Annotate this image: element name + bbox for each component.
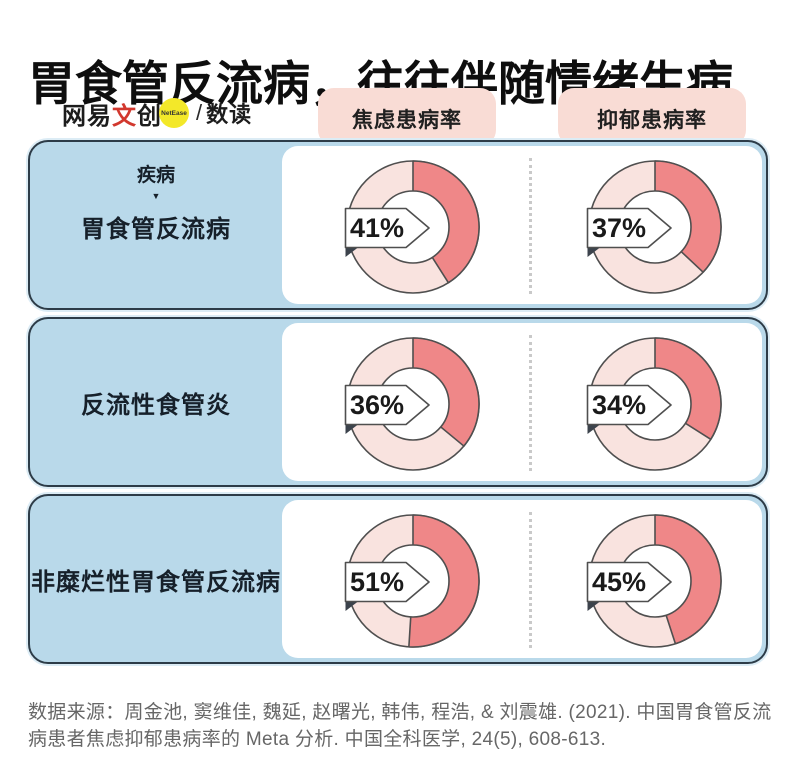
data-source-note: 数据来源：周金池, 窦维佳, 魏延, 赵曙光, 韩伟, 程浩, & 刘震雄. (… (28, 702, 772, 750)
triangle-down-icon: ▼ (151, 191, 161, 201)
anxiety-value-label: 36% (350, 390, 404, 420)
row-card-nerd: 非糜烂性胃食管反流病 51% 45% (28, 494, 768, 664)
tag-arrow-shape (344, 207, 430, 249)
row-card-gerd: 疾病 ▼ 胃食管反流病 41% 37% (28, 140, 768, 310)
depression-value-tag: 45% (586, 561, 672, 611)
disease-name: 非糜烂性胃食管反流病 (31, 568, 281, 596)
netease-logo: 网易文创 NetEase / 数读 (62, 96, 252, 130)
charts-panel: 36% 34% (282, 323, 762, 481)
charts-panel: 51% 45% (282, 500, 762, 658)
column-header-depression-label: 抑郁患病率 (597, 109, 707, 132)
disease-name: 反流性食管炎 (81, 391, 231, 419)
tag-arrow-shape (586, 561, 672, 603)
column-header-anxiety-label: 焦虑患病率 (352, 109, 462, 132)
tag-fold (587, 424, 600, 434)
dotted-divider (529, 512, 532, 648)
tag-fold (345, 424, 358, 434)
depression-value-label: 37% (592, 213, 646, 243)
anxiety-value-label: 41% (350, 213, 404, 243)
anxiety-value-tag: 51% (344, 561, 430, 611)
logo-slash: / (196, 100, 203, 125)
row-card-reflux-esophagitis: 反流性食管炎 36% 34% (28, 317, 768, 487)
tag-arrow-shape (586, 207, 672, 249)
anxiety-value-tag: 36% (344, 384, 430, 434)
dotted-divider (529, 158, 532, 294)
brand-wordmark: 网易文创 (62, 102, 162, 130)
disease-header: 疾病 (136, 165, 175, 186)
disease-label-block: 非糜烂性胃食管反流病 (30, 496, 282, 662)
tag-fold (587, 601, 600, 611)
depression-value-label: 45% (592, 567, 646, 597)
sub-brand-shudu: 数读 (206, 102, 253, 127)
disease-label-block: 疾病 ▼ 胃食管反流病 (30, 142, 282, 308)
anxiety-value-label: 51% (350, 567, 404, 597)
depression-value-tag: 37% (586, 207, 672, 257)
disease-label-block: 反流性食管炎 (30, 319, 282, 485)
depression-value-label: 34% (592, 390, 646, 420)
column-header-depression: 抑郁患病率 (558, 88, 746, 146)
tag-arrow-shape (344, 384, 430, 426)
column-header-anxiety: 焦虑患病率 (318, 88, 496, 146)
brand-red-char: 文 (112, 102, 137, 130)
netease-badge-icon: NetEase (159, 98, 189, 128)
tag-fold (345, 601, 358, 611)
tag-fold (345, 247, 358, 257)
tag-arrow-shape (344, 561, 430, 603)
tag-arrow-shape (586, 384, 672, 426)
charts-panel: 41% 37% (282, 146, 762, 304)
tag-fold (587, 247, 600, 257)
depression-value-tag: 34% (586, 384, 672, 434)
disease-name: 胃食管反流病 (81, 216, 231, 243)
anxiety-value-tag: 41% (344, 207, 430, 257)
dotted-divider (529, 335, 532, 471)
